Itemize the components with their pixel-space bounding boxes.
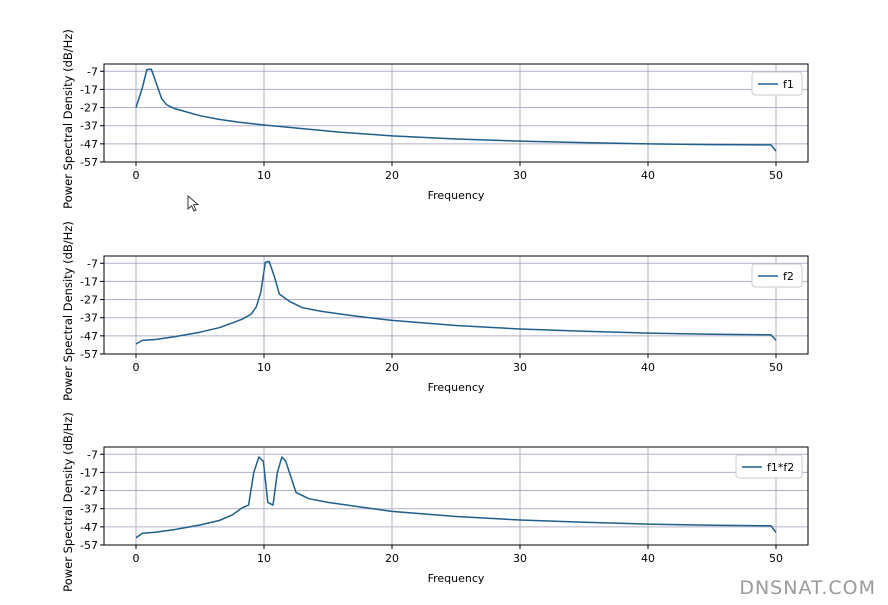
- series-line-2: [135, 260, 777, 345]
- y-tick-label: -37: [80, 503, 98, 516]
- y-tick-label: -57: [80, 539, 98, 552]
- watermark: DNSNAT.COM: [739, 577, 876, 599]
- x-tick-label: 20: [385, 169, 399, 182]
- x-axis-label: Frequency: [428, 572, 485, 585]
- x-tick-label: 20: [385, 552, 399, 565]
- subplot-1: 0 10 20 30 40 50 -57 -47 -37 -27 -17 -7 Frequency Pow…: [61, 29, 809, 209]
- mouse-cursor-icon: [187, 195, 199, 212]
- x-tick-label: 40: [641, 361, 655, 374]
- y-tick-label: -37: [80, 312, 98, 325]
- y-tick-label: -37: [80, 120, 98, 133]
- x-tick-label: 40: [641, 169, 655, 182]
- x-tick-label: 40: [641, 552, 655, 565]
- x-tick-label: 10: [257, 361, 271, 374]
- x-axis-label: Frequency: [428, 189, 485, 202]
- legend-box: [735, 454, 803, 479]
- y-tick-label: -7: [87, 448, 98, 461]
- x-tick-label: 30: [513, 169, 527, 182]
- y-tick-label: -27: [80, 485, 98, 498]
- x-tick-label: 50: [769, 552, 783, 565]
- y-axis-label: Power Spectral Density (dB/Hz): [61, 412, 75, 592]
- subplot-2: 0 10 20 30 40 50 -57 -47 -37 -27 -17 -7 Frequency Pow…: [61, 221, 809, 401]
- legend-label: f1: [783, 78, 794, 91]
- x-tick-label: 10: [257, 552, 271, 565]
- axes-frame: [103, 255, 809, 355]
- series-line-1: [135, 68, 777, 152]
- y-tick-label: -47: [80, 521, 98, 534]
- x-tick-label: 50: [769, 169, 783, 182]
- axes-frame: [103, 63, 809, 163]
- y-tick-label: -47: [80, 138, 98, 151]
- legend-label: f2: [783, 270, 794, 283]
- y-tick-label: -57: [80, 348, 98, 361]
- y-tick-label: -27: [80, 294, 98, 307]
- y-tick-label: -17: [80, 466, 98, 479]
- series-line-3: [135, 456, 777, 539]
- legend-label: f1*f2: [767, 461, 794, 474]
- x-tick-label: 20: [385, 361, 399, 374]
- x-tick-label: 30: [513, 361, 527, 374]
- y-axis-label: Power Spectral Density (dB/Hz): [61, 221, 75, 401]
- y-tick-label: -7: [87, 257, 98, 270]
- x-tick-label: 30: [513, 552, 527, 565]
- y-tick-label: -47: [80, 330, 98, 343]
- x-tick-label: 50: [769, 361, 783, 374]
- x-tick-label: 0: [133, 169, 140, 182]
- axes-frame: [103, 446, 809, 546]
- y-tick-label: -57: [80, 156, 98, 169]
- y-tick-label: -17: [80, 275, 98, 288]
- y-axis-label: Power Spectral Density (dB/Hz): [61, 29, 75, 209]
- y-tick-label: -27: [80, 102, 98, 115]
- subplot-3: 0 10 20 30 40 50 -57 -47 -37 -27 -17 -7 Frequency Pow…: [61, 412, 809, 592]
- x-tick-label: 0: [133, 552, 140, 565]
- y-tick-label: -7: [87, 65, 98, 78]
- x-tick-label: 0: [133, 361, 140, 374]
- y-tick-label: -17: [80, 83, 98, 96]
- x-axis-label: Frequency: [428, 381, 485, 394]
- x-tick-label: 10: [257, 169, 271, 182]
